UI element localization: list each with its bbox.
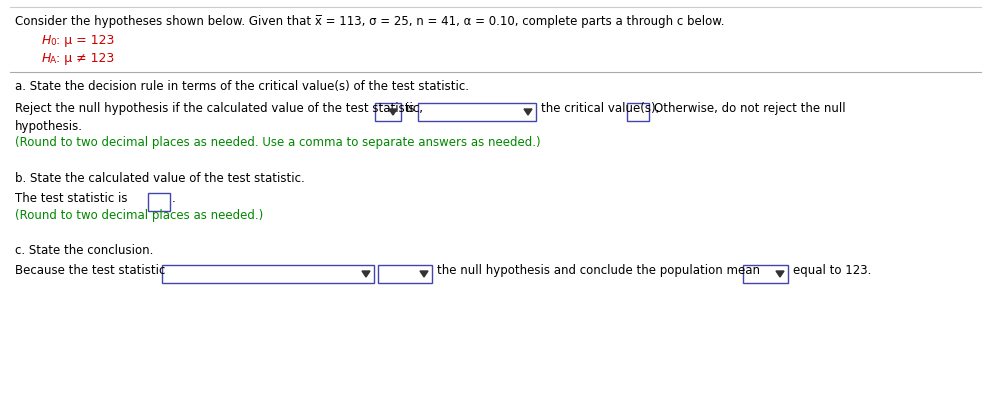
Text: : μ = 123: : μ = 123 bbox=[56, 34, 114, 47]
Text: Because the test statistic: Because the test statistic bbox=[15, 264, 165, 277]
Text: is: is bbox=[406, 102, 415, 115]
Polygon shape bbox=[420, 271, 428, 277]
Text: H: H bbox=[42, 34, 52, 47]
Text: Otherwise, do not reject the null: Otherwise, do not reject the null bbox=[654, 102, 845, 115]
FancyBboxPatch shape bbox=[627, 103, 649, 121]
Text: the null hypothesis and conclude the population mean: the null hypothesis and conclude the pop… bbox=[437, 264, 760, 277]
Polygon shape bbox=[524, 109, 532, 115]
Text: a. State the decision rule in terms of the critical value(s) of the test statist: a. State the decision rule in terms of t… bbox=[15, 80, 469, 93]
Text: hypothesis.: hypothesis. bbox=[15, 120, 83, 133]
Text: b. State the calculated value of the test statistic.: b. State the calculated value of the tes… bbox=[15, 172, 305, 185]
Text: 0: 0 bbox=[50, 38, 55, 47]
FancyBboxPatch shape bbox=[743, 265, 788, 283]
Text: H: H bbox=[42, 52, 52, 65]
Polygon shape bbox=[362, 271, 370, 277]
Text: Consider the hypotheses shown below. Given that x̅ = 113, σ = 25, n = 41, α = 0.: Consider the hypotheses shown below. Giv… bbox=[15, 15, 724, 28]
FancyBboxPatch shape bbox=[162, 265, 374, 283]
Text: A: A bbox=[50, 56, 56, 65]
Text: The test statistic is: The test statistic is bbox=[15, 192, 128, 205]
Text: Reject the null hypothesis if the calculated value of the test statistic,: Reject the null hypothesis if the calcul… bbox=[15, 102, 423, 115]
Text: c. State the conclusion.: c. State the conclusion. bbox=[15, 244, 154, 257]
Text: (Round to two decimal places as needed. Use a comma to separate answers as neede: (Round to two decimal places as needed. … bbox=[15, 136, 541, 149]
FancyBboxPatch shape bbox=[418, 103, 536, 121]
FancyBboxPatch shape bbox=[378, 265, 432, 283]
Polygon shape bbox=[389, 109, 397, 115]
Text: equal to 123.: equal to 123. bbox=[793, 264, 871, 277]
FancyBboxPatch shape bbox=[148, 193, 170, 211]
Text: : μ ≠ 123: : μ ≠ 123 bbox=[56, 52, 114, 65]
Text: .: . bbox=[172, 192, 175, 205]
Text: the critical value(s),: the critical value(s), bbox=[541, 102, 659, 115]
FancyBboxPatch shape bbox=[375, 103, 401, 121]
Polygon shape bbox=[776, 271, 784, 277]
Text: (Round to two decimal places as needed.): (Round to two decimal places as needed.) bbox=[15, 209, 264, 222]
